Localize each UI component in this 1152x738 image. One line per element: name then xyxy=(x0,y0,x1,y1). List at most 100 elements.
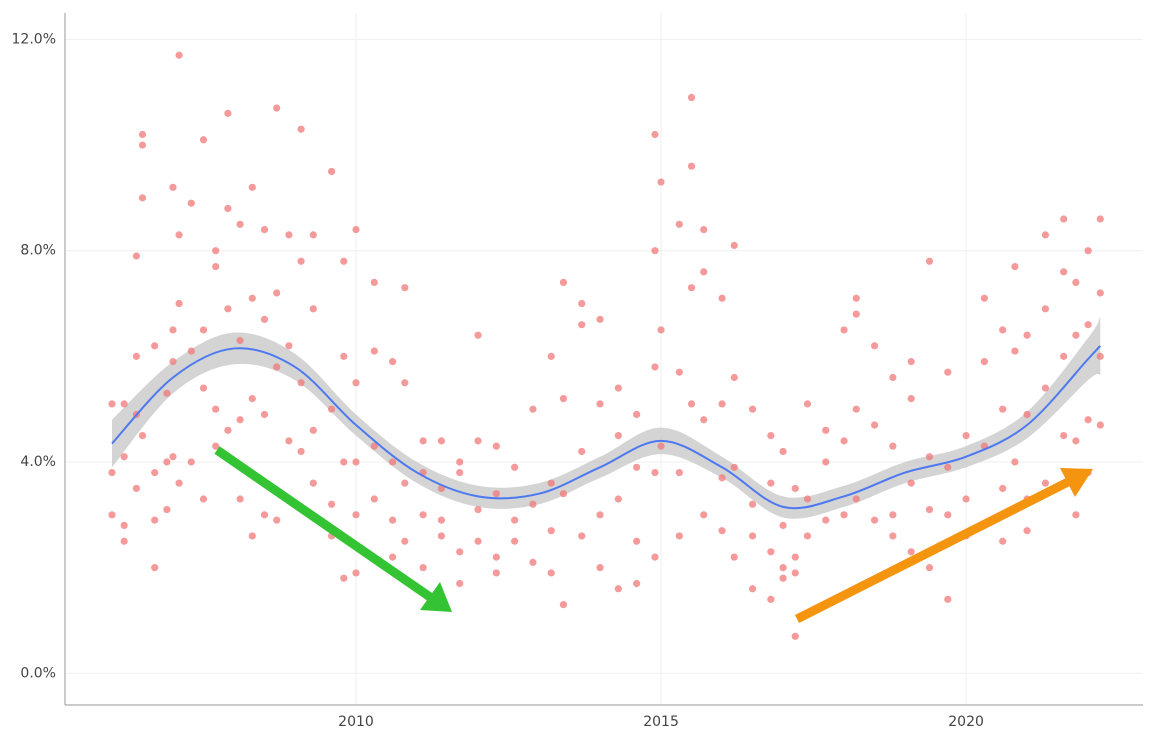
y-tick-label: 4.0% xyxy=(20,454,56,470)
point xyxy=(297,447,305,456)
point xyxy=(309,231,317,239)
point xyxy=(224,204,232,213)
point xyxy=(236,336,244,345)
point xyxy=(1041,384,1049,392)
point xyxy=(401,284,409,292)
point xyxy=(1084,416,1092,424)
point xyxy=(748,405,757,413)
point xyxy=(132,252,140,260)
point xyxy=(803,532,812,540)
point xyxy=(163,505,171,514)
point xyxy=(748,585,757,593)
point xyxy=(120,400,128,408)
point xyxy=(578,299,586,308)
point xyxy=(925,453,934,461)
point xyxy=(120,453,128,461)
point xyxy=(944,463,952,471)
point xyxy=(108,400,116,408)
point xyxy=(700,511,708,519)
point xyxy=(108,468,116,477)
point xyxy=(944,595,952,603)
point xyxy=(169,358,177,366)
point xyxy=(328,405,336,413)
point xyxy=(1072,278,1080,287)
point xyxy=(151,342,159,350)
arrow-shaft xyxy=(794,477,1071,624)
point xyxy=(1096,215,1104,223)
point xyxy=(401,479,409,487)
point xyxy=(547,352,555,360)
point xyxy=(840,326,848,334)
point xyxy=(779,447,787,456)
point xyxy=(791,553,799,561)
point xyxy=(370,442,378,450)
point xyxy=(132,484,140,493)
point xyxy=(224,305,232,313)
point xyxy=(163,458,171,466)
point xyxy=(199,136,208,144)
point xyxy=(803,400,812,408)
point xyxy=(779,564,787,572)
point xyxy=(870,516,879,524)
smooth-line xyxy=(111,345,1102,510)
point xyxy=(175,231,183,239)
point xyxy=(547,569,555,577)
point xyxy=(389,516,397,524)
point xyxy=(309,479,317,487)
arrow-head xyxy=(1060,468,1093,497)
point xyxy=(456,579,464,588)
point xyxy=(352,569,360,577)
point xyxy=(1060,215,1068,223)
point xyxy=(352,379,360,387)
point xyxy=(212,262,220,271)
point xyxy=(748,532,757,540)
point xyxy=(1023,410,1031,419)
point xyxy=(340,458,348,466)
point xyxy=(889,511,897,519)
point xyxy=(889,532,897,540)
point xyxy=(138,431,147,440)
point xyxy=(675,220,683,228)
point xyxy=(248,183,256,191)
point xyxy=(1072,437,1080,445)
point xyxy=(779,521,787,529)
point xyxy=(700,225,708,234)
point xyxy=(236,220,244,228)
point xyxy=(273,104,281,112)
point xyxy=(456,548,464,556)
point xyxy=(889,442,897,450)
point xyxy=(779,574,787,582)
point xyxy=(657,442,665,450)
point xyxy=(718,294,726,302)
point xyxy=(675,468,683,477)
point xyxy=(944,368,952,376)
point xyxy=(1096,421,1104,429)
y-tick-label: 0.0% xyxy=(20,665,56,681)
point xyxy=(687,93,696,102)
point xyxy=(370,278,378,287)
point xyxy=(578,447,586,456)
point xyxy=(907,548,915,556)
point xyxy=(169,326,177,334)
point xyxy=(285,342,293,350)
point xyxy=(175,51,183,59)
point xyxy=(651,553,659,561)
point xyxy=(511,463,519,471)
point xyxy=(437,516,446,524)
point xyxy=(175,299,183,308)
point xyxy=(730,463,738,471)
point xyxy=(999,484,1007,493)
point xyxy=(907,479,915,487)
y-tick-label: 12.0% xyxy=(12,31,56,47)
point xyxy=(980,358,988,366)
point xyxy=(474,331,482,339)
point xyxy=(474,505,482,514)
point xyxy=(925,505,934,514)
point xyxy=(1041,479,1049,487)
point xyxy=(1060,431,1068,440)
point xyxy=(700,416,708,424)
point xyxy=(492,569,500,577)
point xyxy=(767,479,775,487)
point xyxy=(1011,262,1019,271)
